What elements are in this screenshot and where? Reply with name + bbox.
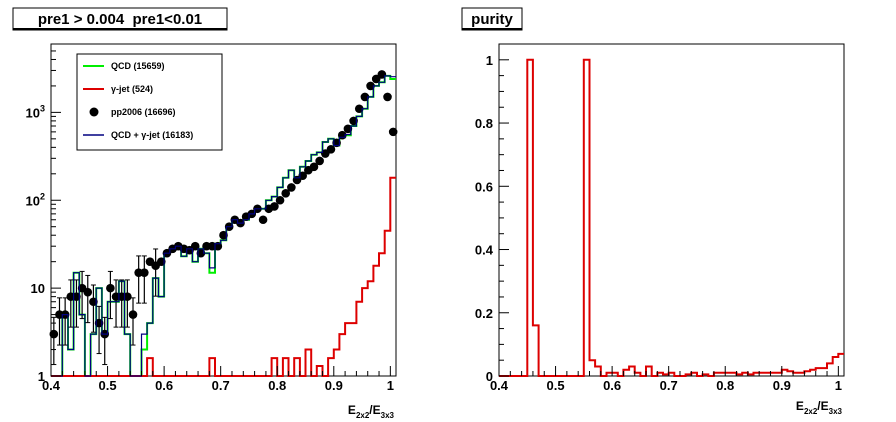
data-point <box>326 145 336 154</box>
data-point <box>388 127 398 137</box>
legend-box <box>76 53 223 151</box>
x-tick-label: 0.9 <box>325 378 343 393</box>
data-point <box>219 230 228 240</box>
y-tick-label: 0.4 <box>475 243 494 258</box>
y-tick-label: 103 <box>26 103 45 120</box>
x-tick-label: 0.8 <box>268 378 286 393</box>
data-point <box>298 171 307 181</box>
series-layer-left <box>49 70 398 377</box>
x-tick-label: 0.6 <box>155 378 173 393</box>
y-tick-label: 0 <box>486 369 493 384</box>
series-layer-right <box>499 58 844 377</box>
data-point <box>343 124 353 134</box>
x-axis-label-left: E2x2/E3x3 <box>348 403 395 420</box>
data-point <box>275 195 285 205</box>
data-point <box>287 183 296 192</box>
data-point <box>281 188 291 198</box>
x-axis-label-right: E2x2/E3x3 <box>796 399 843 416</box>
series-line-0-3 <box>51 75 396 377</box>
data-point <box>83 287 93 297</box>
x-tick-label: 1 <box>387 378 394 393</box>
x-tick-label: 0.7 <box>660 378 678 393</box>
data-point <box>72 292 81 301</box>
data-point <box>360 92 370 102</box>
data-point <box>123 292 132 301</box>
series-line-0-1 <box>51 176 396 377</box>
title-box-left-shadow <box>13 28 227 30</box>
chart-panel-left: pre1 > 0.004 pre1<0.01 0.4 0.5 0.6 0.7 0.8 0.… <box>12 7 398 420</box>
axes-left: 0.4 0.5 0.6 0.7 0.8 0.9 1 1 10 102 103 <box>26 43 394 393</box>
plot-frame-right <box>498 43 845 377</box>
x-tick-label: 0.5 <box>547 378 565 393</box>
data-point <box>349 116 358 126</box>
x-tick-label: 0.7 <box>212 378 230 393</box>
axes-right: 0.4 0.5 0.6 0.7 0.8 0.9 1 0 0.2 0.4 0.6 0.8 1 <box>475 53 842 393</box>
legend: QCD (15659) γ-jet (524) pp2006 (16696) Q… <box>76 53 223 151</box>
legend-label-pp2006: pp2006 (16696) <box>111 107 176 117</box>
chart-panel-right: purity 0.4 0.5 0.6 0.7 0.8 0.9 1 0 0.2 0.4 0.6 0.8 1… <box>461 7 845 416</box>
data-point <box>156 257 166 266</box>
legend-label-qcd: QCD (15659) <box>111 61 165 71</box>
data-point <box>106 283 115 293</box>
data-point <box>354 104 364 114</box>
data-point <box>309 162 319 172</box>
chart-title-left: pre1 > 0.004 pre1<0.01 <box>38 11 202 28</box>
title-box-right-shadow <box>462 28 522 30</box>
series-line-1-0 <box>499 58 844 377</box>
x-tick-label: 0.5 <box>99 378 117 393</box>
data-point <box>140 268 149 277</box>
data-point <box>128 310 138 319</box>
data-point <box>258 215 268 225</box>
y-tick-label: 0.6 <box>475 179 493 194</box>
y-tick-label: 102 <box>26 191 45 208</box>
x-tick-label: 0.4 <box>490 378 509 393</box>
data-point <box>94 318 104 328</box>
data-point <box>190 241 200 251</box>
data-point <box>315 156 324 166</box>
x-tick-label: 0.4 <box>42 378 61 393</box>
data-point <box>196 248 206 258</box>
y-tick-label: 10 <box>31 281 45 296</box>
y-tick-label: 0.2 <box>475 306 493 321</box>
data-point <box>366 81 375 91</box>
legend-label-sum: QCD + γ-jet (16183) <box>111 130 193 140</box>
x-tick-label: 1 <box>835 378 842 393</box>
y-tick-label: 1 <box>486 53 493 68</box>
data-point <box>270 202 279 211</box>
y-tick-label: 0.8 <box>475 116 493 131</box>
legend-marker-pp2006 <box>89 107 99 117</box>
x-tick-label: 0.9 <box>773 378 791 393</box>
x-tick-label: 0.8 <box>716 378 734 393</box>
y-tick-label: 1 <box>38 369 45 384</box>
legend-label-gamma-jet: γ-jet (524) <box>111 84 153 94</box>
data-point <box>377 70 387 79</box>
x-tick-label: 0.6 <box>603 378 621 393</box>
data-point <box>383 92 392 102</box>
data-point <box>89 297 98 307</box>
chart-title-right: purity <box>471 11 513 28</box>
